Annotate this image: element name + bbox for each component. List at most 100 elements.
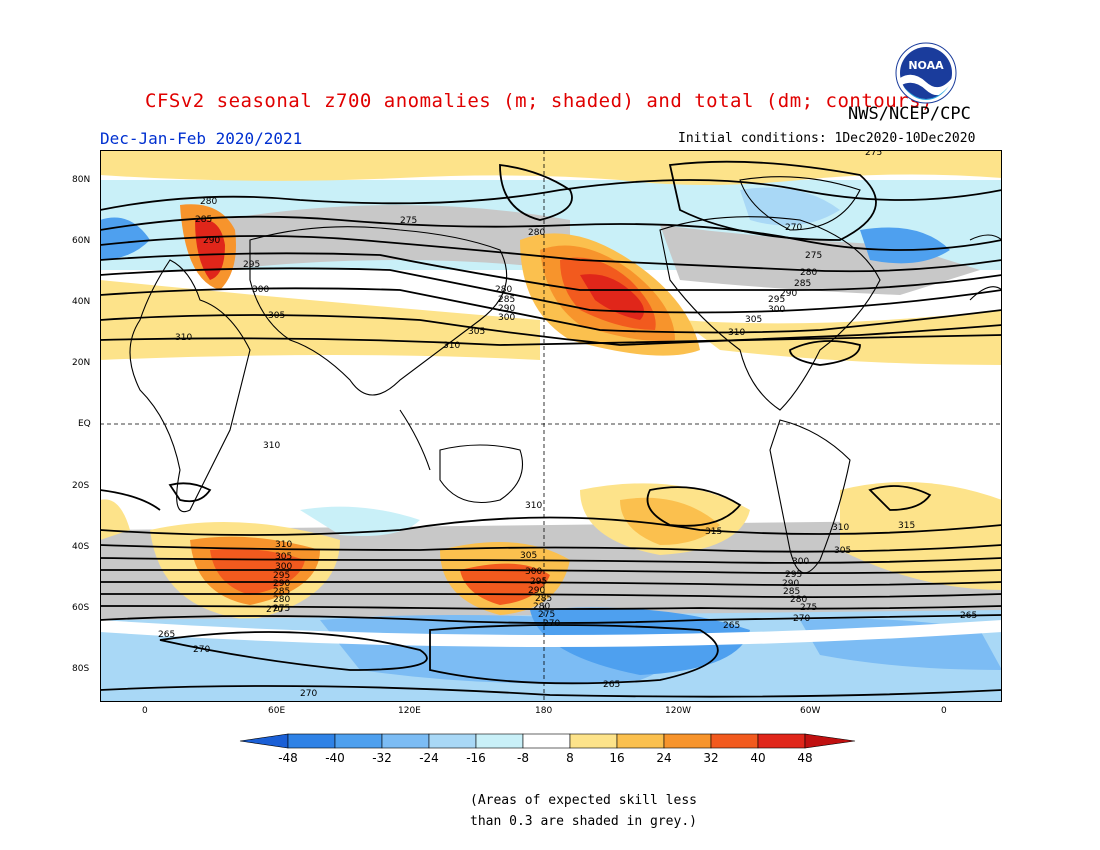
contour-label: 290 (780, 289, 797, 299)
legend-swatch (287, 733, 336, 749)
contours (100, 160, 1002, 698)
initial-conditions-label: Initial conditions: 1Dec2020-10Dec2020 (678, 131, 976, 146)
anomaly-map: 280 285 290 295 300 305 310 275 310 280 … (100, 150, 1002, 702)
skill-note: (Areas of expected skill less than 0.3 a… (470, 790, 750, 832)
contour-label: 265 (603, 680, 620, 690)
contour-label: 270 (193, 645, 210, 655)
lat-label: 80S (72, 664, 90, 674)
legend-tick-label: 8 (566, 751, 574, 765)
contour-label: 295 (530, 577, 547, 587)
lon-label: 0 (941, 706, 947, 716)
lon-label: 60W (800, 706, 821, 716)
contour-label: 275 (400, 216, 417, 226)
lon-label: 0 (142, 706, 148, 716)
contour-label: 305 (268, 311, 285, 321)
lat-label: 60N (72, 236, 91, 246)
contour-label: 300 (275, 562, 292, 572)
contour-label: 310 (832, 523, 849, 533)
legend-swatch (428, 733, 477, 749)
contour-label: 310 (175, 333, 192, 343)
color-legend: -48 -40 -32 -24 -16 -8 8 16 24 32 40 48 (239, 733, 856, 765)
legend-tick-label: -48 (278, 751, 298, 765)
contour-label: 290 (273, 579, 290, 589)
lat-label: 20S (72, 481, 90, 491)
contour-label: 295 (273, 571, 290, 581)
contour-label: 300 (498, 313, 515, 323)
contour-label: 300 (252, 285, 269, 295)
contour-label: 280 (800, 268, 817, 278)
contour-label: 310 (728, 328, 745, 338)
legend-tick-label: -32 (372, 751, 392, 765)
contour-label: 295 (243, 260, 260, 270)
contour-label: 300 (792, 557, 809, 567)
legend-swatch (522, 733, 571, 749)
contour-label: 285 (273, 587, 290, 597)
contour-label: 280 (273, 595, 290, 605)
contour-label: 275 (538, 610, 555, 620)
contour-label: 280 (533, 602, 550, 612)
contour-label: 265 (723, 621, 740, 631)
chart-title: CFSv2 seasonal z700 anomalies (m; shaded… (145, 90, 933, 112)
lat-label: 80N (72, 175, 91, 185)
noaa-logo: NOAA (895, 42, 957, 104)
legend-swatch (663, 733, 712, 749)
contour-label: 310 (275, 540, 292, 550)
contour-label: 280 (528, 228, 545, 238)
contour-label: 285 (498, 295, 515, 305)
contour-label: 275 (805, 251, 822, 261)
nh-pos-anomaly (100, 280, 540, 360)
legend-swatch (381, 733, 430, 749)
contour-label: 270 (266, 605, 283, 615)
contour-label: 275 (800, 603, 817, 613)
contour-label: 265 (960, 611, 977, 621)
contour-label: 305 (275, 552, 292, 562)
lon-label: 120E (398, 706, 421, 716)
legend-swatch (334, 733, 383, 749)
legend-tick-label: -40 (325, 751, 345, 765)
contour-label: 305 (468, 327, 485, 337)
contour-label: 310 (443, 341, 460, 351)
contour-label-group: 280 285 290 295 300 305 310 275 310 280 … (158, 150, 977, 699)
skill-note-line1: (Areas of expected skill less (470, 793, 697, 808)
legend-swatch (569, 733, 618, 749)
lon-label: 60E (268, 706, 286, 716)
contour-label: 290 (203, 236, 220, 246)
contour-label: 300 (525, 567, 542, 577)
contour-label: 315 (705, 527, 722, 537)
legend-tick-label: 32 (703, 751, 718, 765)
lat-label: 40N (72, 297, 91, 307)
lat-label: 40S (72, 542, 90, 552)
contour-label: 290 (782, 579, 799, 589)
contour-label: 310 (525, 501, 542, 511)
legend-swatch (239, 733, 289, 749)
lat-label: 60S (72, 603, 90, 613)
contour-label: 280 (790, 595, 807, 605)
contour-label: 290 (498, 304, 515, 314)
legend-tick-label: 24 (656, 751, 671, 765)
legend-tick-label: 40 (750, 751, 765, 765)
contour-label: 275 (273, 604, 290, 614)
contour-label: 285 (535, 594, 552, 604)
contour-label: 270 (300, 689, 317, 699)
legend-swatch (804, 733, 856, 749)
svg-text:NOAA: NOAA (908, 59, 944, 72)
contour-label: 305 (834, 546, 851, 556)
legend-tick-label: 48 (797, 751, 812, 765)
contour-label: 280 (200, 197, 217, 207)
contour-label: 290 (528, 586, 545, 596)
contour-label: 310 (263, 441, 280, 451)
contour-label: 285 (195, 215, 212, 225)
legend-swatch (710, 733, 759, 749)
contour-label: 265 (158, 630, 175, 640)
season-label: Dec-Jan-Feb 2020/2021 (100, 129, 303, 148)
contour-label: 285 (794, 279, 811, 289)
contour-label: 315 (898, 521, 915, 531)
contour-label: 285 (783, 587, 800, 597)
legend-tick-label: 16 (609, 751, 624, 765)
lat-label: 20N (72, 358, 91, 368)
legend-swatch (616, 733, 665, 749)
legend-tick-label: -16 (466, 751, 486, 765)
organization-label: NWS/NCEP/CPC (848, 104, 971, 124)
contour-label: 300 (768, 305, 785, 315)
contour-label: 295 (768, 295, 785, 305)
